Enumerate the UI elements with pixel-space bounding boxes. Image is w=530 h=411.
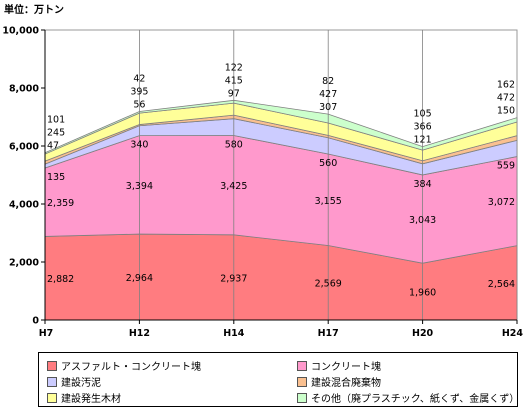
legend-swatch (297, 360, 307, 371)
data-label: 1,960 (409, 288, 436, 299)
data-label: 97 (228, 88, 240, 99)
legend-item: 建設発生木材 (47, 390, 121, 405)
data-label: 3,394 (126, 181, 153, 192)
x-tick-label: H17 (318, 328, 339, 339)
data-label: 3,425 (220, 181, 247, 192)
y-tick-label: 8,000 (9, 84, 39, 95)
data-label: 42 (133, 73, 145, 84)
data-label: 559 (497, 161, 515, 172)
data-label: 366 (414, 122, 432, 133)
x-tick-label: H24 (502, 328, 524, 339)
data-label: 3,072 (488, 197, 515, 208)
data-label: 427 (319, 89, 337, 100)
x-tick-label: H20 (412, 328, 434, 339)
y-tick-label: 0 (32, 316, 39, 327)
data-label: 2,564 (488, 279, 515, 290)
data-label: 395 (130, 86, 148, 97)
data-label: 2,937 (220, 273, 247, 284)
legend-label: その他（廃プラスチック、紙くず、金属くず） (311, 394, 520, 405)
data-label: 2,964 (126, 273, 153, 284)
x-tick-label: H7 (39, 328, 54, 339)
legend-swatch (47, 392, 57, 403)
legend-swatch (47, 376, 57, 387)
legend-label: 建設汚泥 (61, 378, 101, 389)
y-tick-label: 4,000 (9, 200, 39, 211)
legend-label: 建設混合廃棄物 (311, 378, 381, 389)
data-label: 560 (319, 158, 337, 169)
data-label: 580 (225, 140, 243, 151)
legend-item: 建設混合廃棄物 (297, 374, 381, 389)
data-label: 307 (319, 102, 337, 113)
legend: アスファルト・コンクリート塊 コンクリート塊 建設汚泥 建設混合廃棄物 建設発生… (38, 352, 519, 407)
data-label: 472 (497, 93, 515, 104)
data-label: 82 (322, 76, 334, 87)
data-label: 2,569 (315, 279, 342, 290)
data-label: 101 (47, 115, 65, 126)
legend-swatch (297, 392, 307, 403)
data-label: 47 (47, 141, 59, 152)
unit-label: 単位：万トン (4, 5, 64, 16)
legend-swatch (297, 376, 307, 387)
x-tick-label: H14 (223, 328, 245, 339)
legend-label: 建設発生木材 (61, 394, 121, 405)
legend-item: アスファルト・コンクリート塊 (47, 358, 201, 373)
data-label: 415 (225, 75, 243, 86)
data-label: 3,155 (315, 196, 342, 207)
data-label: 121 (414, 135, 432, 146)
legend-item: コンクリート塊 (297, 358, 381, 373)
data-label: 2,359 (47, 198, 74, 209)
data-label: 122 (225, 62, 243, 73)
data-label: 150 (497, 106, 515, 117)
data-label: 56 (133, 99, 145, 110)
data-label: 105 (414, 109, 432, 120)
legend-swatch (47, 360, 57, 371)
data-label: 245 (47, 128, 65, 139)
y-tick-label: 10,000 (2, 26, 39, 37)
data-label: 340 (130, 140, 148, 151)
legend-label: アスファルト・コンクリート塊 (61, 362, 201, 373)
data-label: 2,882 (47, 274, 74, 285)
data-label: 162 (497, 80, 515, 91)
legend-item: その他（廃プラスチック、紙くず、金属くず） (297, 390, 519, 405)
data-label: 3,043 (409, 215, 436, 226)
data-label: 135 (47, 172, 65, 183)
y-tick-label: 6,000 (9, 142, 39, 153)
x-tick-label: H12 (129, 328, 150, 339)
y-tick-label: 2,000 (9, 258, 39, 269)
data-label: 384 (414, 179, 432, 190)
legend-label: コンクリート塊 (311, 362, 381, 373)
legend-item: 建設汚泥 (47, 374, 101, 389)
